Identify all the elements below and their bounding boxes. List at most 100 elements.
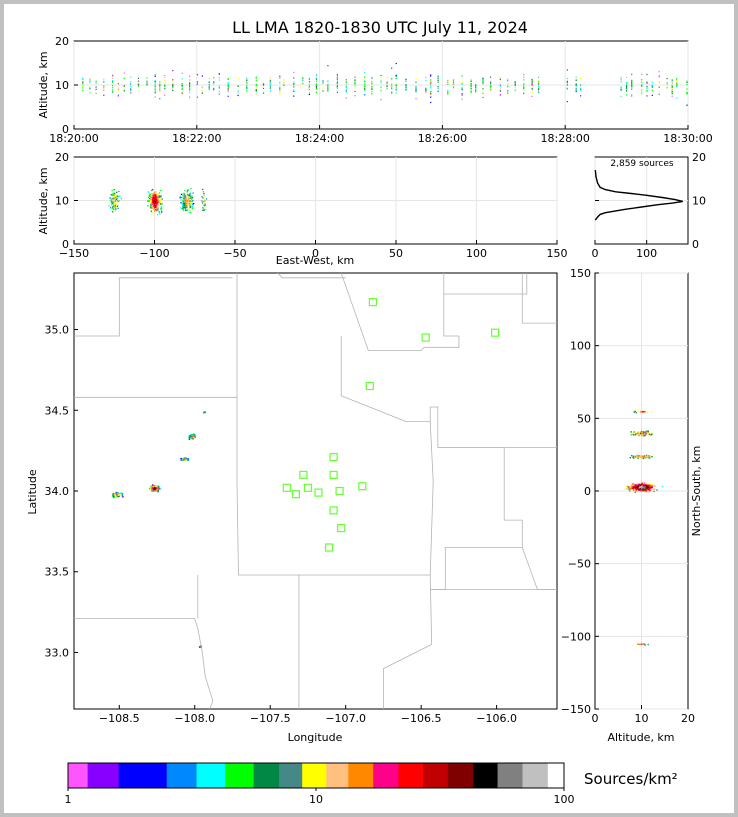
source-point-time <box>395 84 397 86</box>
source-point-northsouth <box>642 490 644 492</box>
source-point-time <box>676 84 678 86</box>
source-point-time <box>255 84 257 86</box>
source-point-time <box>430 81 432 83</box>
source-point-eastwest <box>155 201 157 203</box>
source-point-time <box>531 88 533 90</box>
source-point-time <box>395 87 397 89</box>
source-point-time <box>575 76 577 78</box>
station-marker <box>282 483 291 492</box>
source-point-time <box>437 75 439 77</box>
source-point-time <box>112 79 114 81</box>
source-point-time <box>154 80 156 82</box>
source-point-northsouth <box>654 485 656 488</box>
source-point-northsouth <box>629 490 631 492</box>
source-point-northsouth <box>630 485 632 487</box>
source-point-eastwest <box>115 195 118 198</box>
source-point-northsouth <box>642 644 645 646</box>
source-point-time <box>181 72 183 74</box>
source-point-time <box>293 86 295 88</box>
xtick-label-time: 18:24:00 <box>295 132 344 145</box>
source-point-time <box>531 81 533 83</box>
source-point-eastwest <box>184 207 186 210</box>
source-point-plan <box>120 492 122 494</box>
source-point-eastwest <box>115 208 117 210</box>
county-boundary-line <box>340 336 557 448</box>
source-point-time <box>631 80 633 82</box>
source-point-northsouth <box>630 434 633 436</box>
source-point-time <box>89 92 91 94</box>
source-point-plan <box>152 489 154 492</box>
source-point-time <box>620 95 622 98</box>
source-point-time <box>279 93 281 95</box>
source-point-northsouth <box>645 432 648 435</box>
source-point-northsouth <box>644 434 647 437</box>
source-point-time <box>514 91 516 93</box>
source-point-northsouth <box>633 431 635 433</box>
source-point-eastwest <box>192 204 194 206</box>
grid-lines <box>73 41 689 710</box>
source-point-time <box>159 89 161 91</box>
source-point-time <box>302 77 304 79</box>
source-point-time <box>112 91 114 93</box>
source-point-time <box>499 94 501 96</box>
source-point-eastwest <box>150 204 152 206</box>
source-point-time <box>371 84 373 86</box>
source-point-time <box>395 75 397 77</box>
source-point-eastwest <box>150 197 152 199</box>
source-point-eastwest <box>116 191 118 193</box>
source-point-eastwest <box>114 206 116 208</box>
source-point-northsouth <box>642 481 644 483</box>
source-point-time <box>531 80 533 82</box>
source-point-eastwest <box>160 208 162 210</box>
source-point-time <box>620 88 622 90</box>
source-point-northsouth <box>651 455 653 458</box>
source-point-eastwest <box>154 208 157 211</box>
source-point-eastwest <box>186 205 189 207</box>
source-point-time <box>213 89 215 91</box>
source-point-northsouth <box>638 455 640 457</box>
source-point-time <box>470 87 472 90</box>
source-point-time <box>395 77 397 79</box>
source-point-eastwest <box>185 198 187 200</box>
source-point-time <box>641 93 643 95</box>
source-point-northsouth <box>637 410 640 412</box>
source-point-northsouth <box>634 485 636 487</box>
source-point-northsouth <box>632 483 635 485</box>
source-point-northsouth <box>640 485 642 487</box>
source-point-time <box>137 83 140 85</box>
source-point-eastwest <box>181 203 184 206</box>
source-point-time <box>208 78 210 80</box>
source-point-northsouth <box>636 486 638 489</box>
source-point-time <box>255 91 257 93</box>
xtick-label-count: 0 <box>592 247 599 260</box>
source-point-time <box>336 83 338 85</box>
source-point-plan <box>116 492 119 494</box>
source-point-time <box>103 78 105 80</box>
source-point-eastwest <box>186 197 188 199</box>
source-point-time <box>671 93 673 95</box>
colorbar-swatch <box>497 763 523 788</box>
colorbar-swatch <box>423 763 449 788</box>
source-point-eastwest <box>157 203 159 206</box>
station-marker <box>291 490 300 499</box>
xlabel-longitude: Longitude <box>288 731 343 744</box>
source-point-eastwest <box>155 195 157 197</box>
source-point-eastwest <box>203 207 205 209</box>
source-point-northsouth <box>650 489 653 491</box>
source-point-time <box>641 80 643 82</box>
source-point-northsouth <box>653 488 656 490</box>
source-point-northsouth <box>648 484 651 487</box>
source-point-eastwest <box>110 194 112 196</box>
source-point-northsouth <box>640 484 643 486</box>
source-point-eastwest <box>179 207 181 209</box>
source-point-time <box>159 98 161 100</box>
source-point-time <box>322 80 324 82</box>
source-point-eastwest <box>154 197 156 199</box>
source-point-northsouth <box>636 486 638 488</box>
source-point-time <box>671 79 673 81</box>
source-point-time <box>386 86 388 88</box>
source-point-eastwest <box>182 200 184 202</box>
source-point-time <box>531 83 533 85</box>
source-point-time <box>130 92 132 94</box>
source-point-time <box>112 84 114 86</box>
